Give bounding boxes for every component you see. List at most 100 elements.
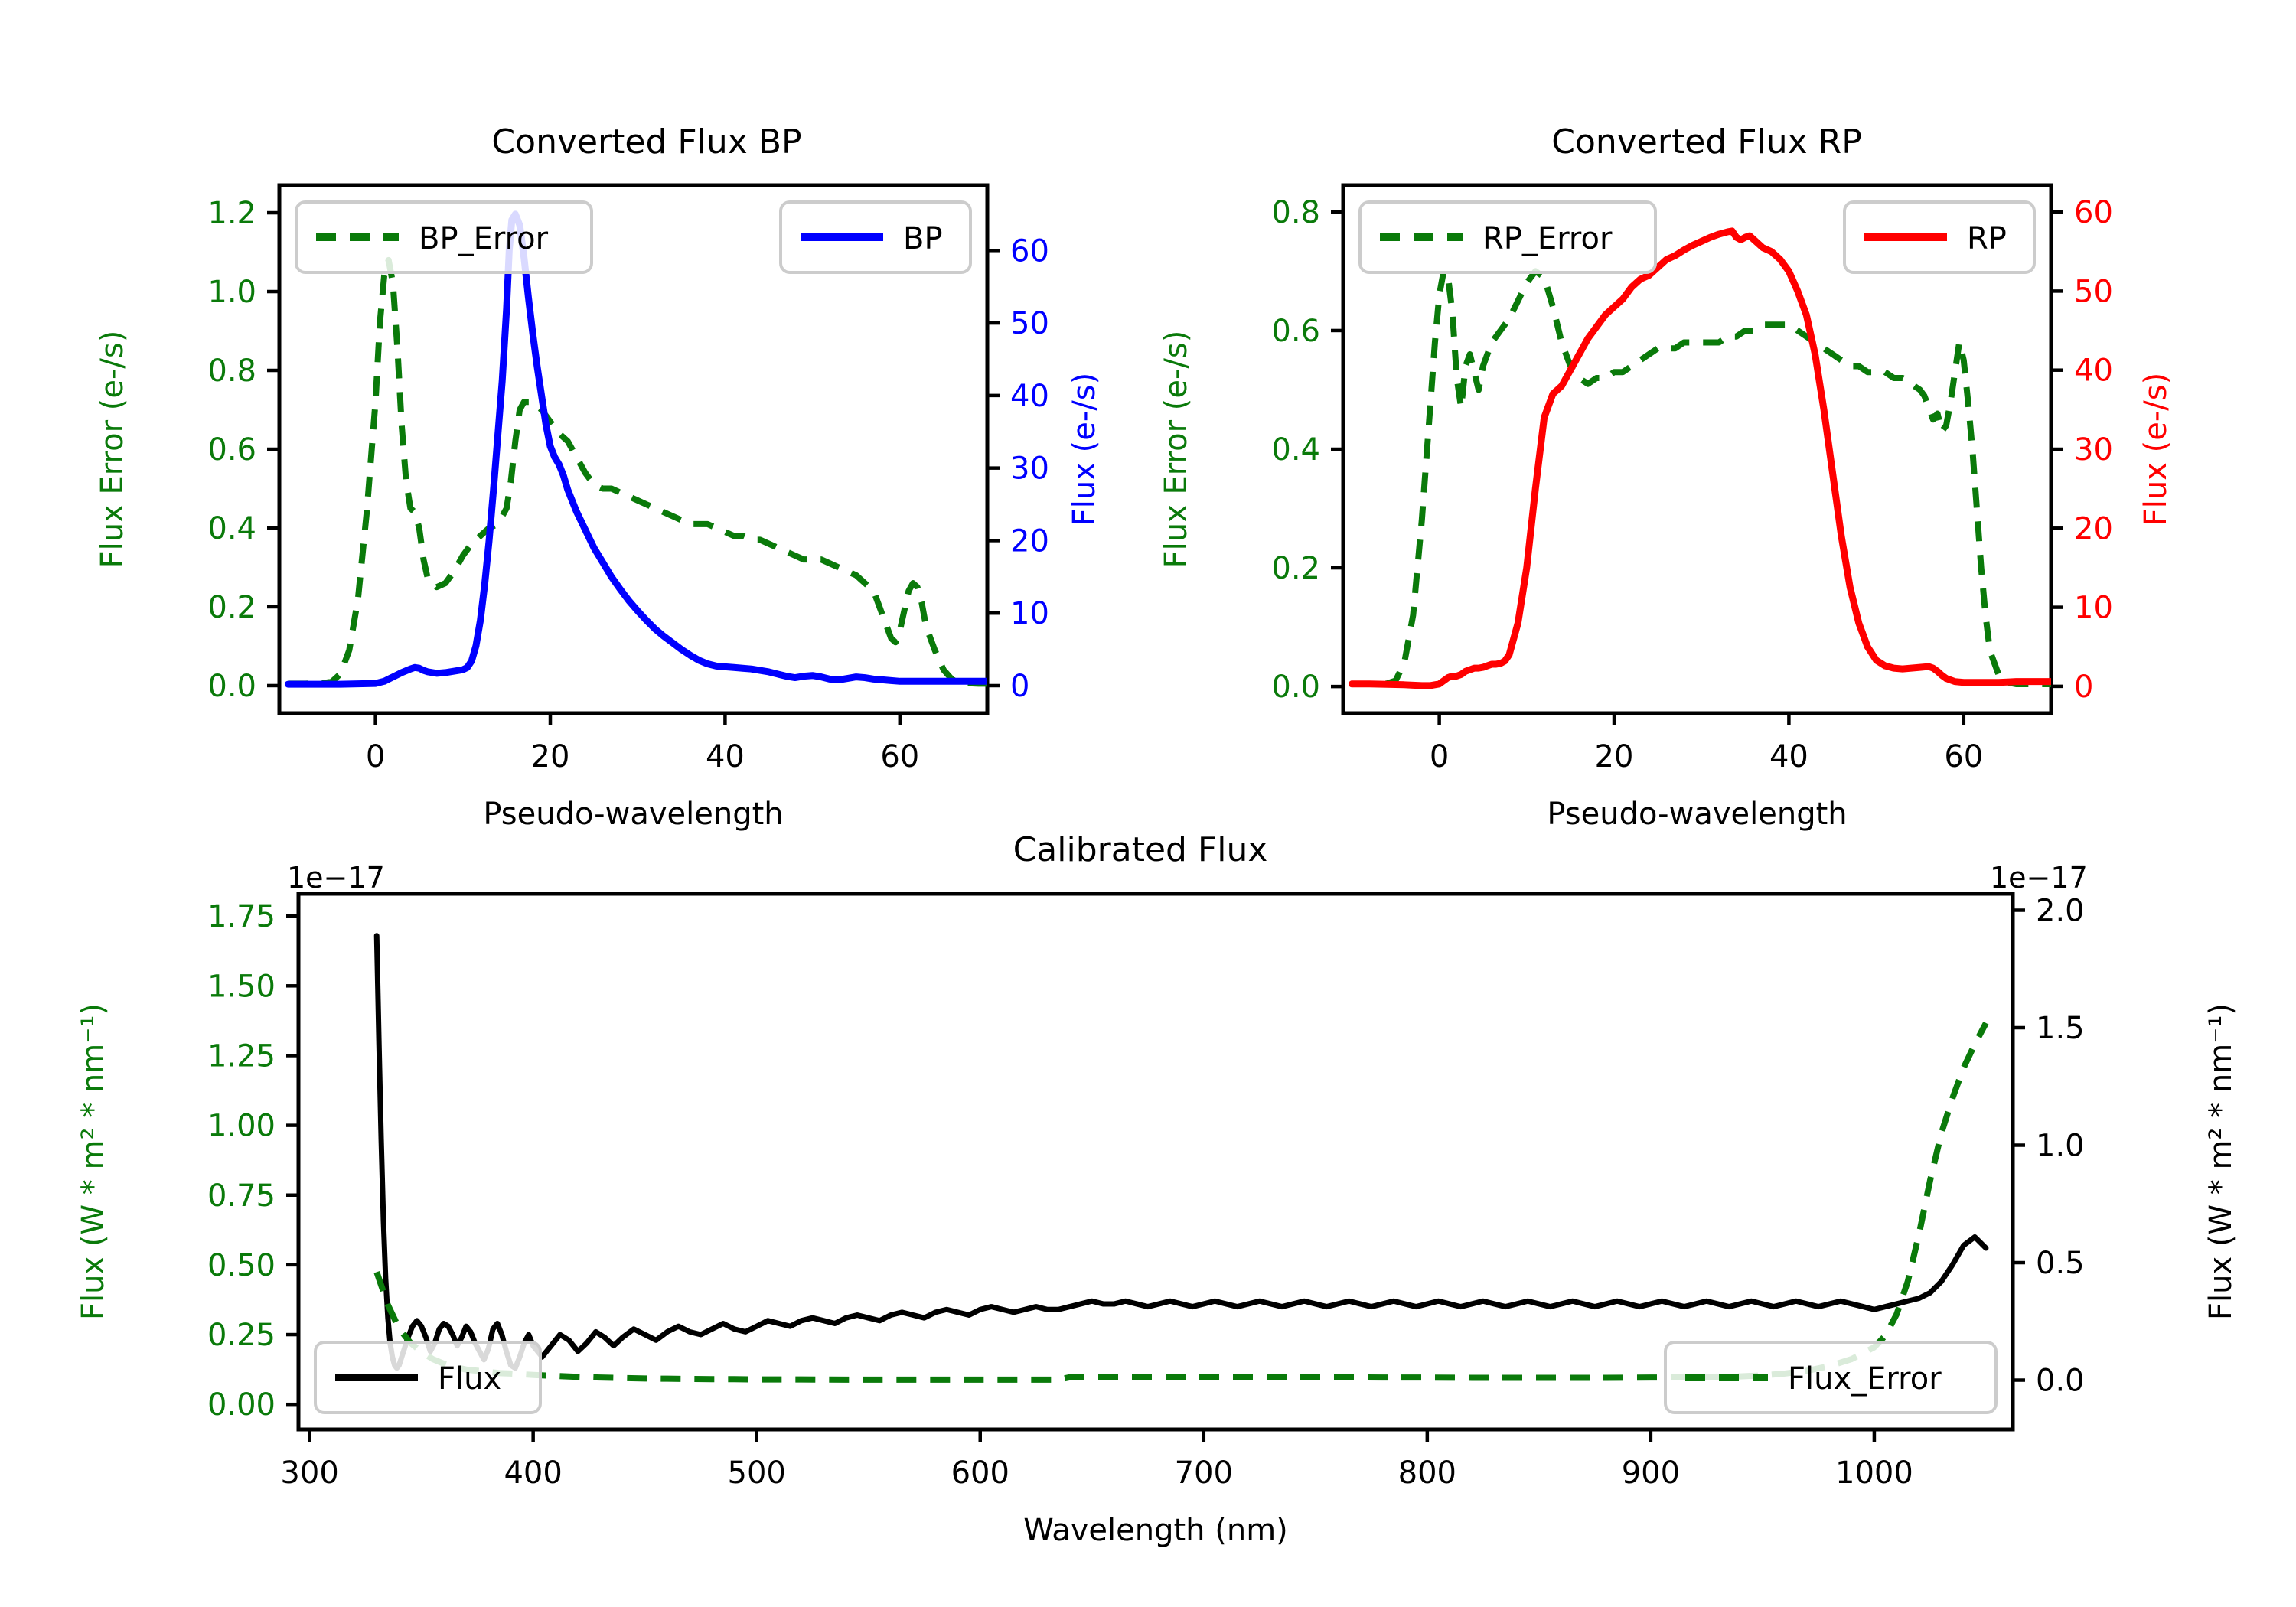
right-axis-offset-label: 1e−17 bbox=[1990, 861, 2088, 895]
x-tick-label: 800 bbox=[1398, 1455, 1456, 1491]
legend-label: Flux bbox=[438, 1361, 501, 1397]
y-left-tick-label: 1.75 bbox=[207, 899, 276, 934]
x-tick-label: 20 bbox=[531, 739, 570, 774]
x-tick-label: 300 bbox=[280, 1455, 338, 1491]
x-tick-label: 700 bbox=[1175, 1455, 1233, 1491]
y-right-tick-label: 0 bbox=[2074, 670, 2093, 705]
x-tick-label: 60 bbox=[1944, 739, 1983, 774]
y-left-tick-label: 0.6 bbox=[207, 432, 256, 468]
bp-plot-area: 0 20 40 60 Pseudo-wavelength 0.0 0.2 0.4 0.6 0.8 1… bbox=[95, 183, 1102, 832]
y-right-tick-label: 0 bbox=[1010, 669, 1029, 704]
x-tick-label: 40 bbox=[1769, 739, 1808, 774]
y-right-tick-label: 20 bbox=[2074, 511, 2113, 546]
legend-label: BP_Error bbox=[419, 221, 549, 256]
series-flux_error bbox=[373, 1021, 1989, 1383]
subplot-calibrated-flux: Calibrated Flux 1e−17 1e−17 300 400 500 600… bbox=[0, 811, 2296, 1607]
y-right-tick-label: 60 bbox=[2074, 195, 2113, 230]
y-left-tick-label: 0.2 bbox=[207, 590, 256, 625]
legend-rp_error[interactable]: RP_Error bbox=[1358, 200, 1657, 274]
series-rp bbox=[1348, 227, 2051, 689]
y-left-tick-label: 0.8 bbox=[1271, 195, 1320, 230]
legend-label: RP_Error bbox=[1482, 221, 1613, 256]
y-right-tick-label: 0.5 bbox=[2036, 1246, 2085, 1281]
y-right-tick-label: 40 bbox=[2074, 354, 2113, 389]
y-left-axis-label: Flux Error (e-/s) bbox=[95, 331, 130, 569]
x-axis-label: Wavelength (nm) bbox=[1023, 1513, 1288, 1548]
legend-flux[interactable]: Flux bbox=[314, 1341, 542, 1414]
y-left-tick-label: 1.0 bbox=[207, 275, 256, 310]
y-left-tick-label: 0.8 bbox=[207, 354, 256, 389]
legend-box bbox=[1358, 200, 1657, 274]
legend-label: RP bbox=[1967, 221, 2007, 256]
bp-chart-svg: Converted Flux BP 0 20 40 60 Pseudo-waveleng… bbox=[95, 122, 1102, 832]
y-right-tick-label: 30 bbox=[2074, 432, 2113, 468]
subplot-converted-flux-bp: Converted Flux BP 0 20 40 60 Pseudo-waveleng… bbox=[0, 0, 1148, 832]
legend-box bbox=[295, 200, 593, 274]
y-left-tick-label: 1.2 bbox=[207, 196, 256, 231]
y-left-tick-label: 0.75 bbox=[207, 1178, 276, 1214]
rp-title: Converted Flux RP bbox=[1551, 122, 1862, 161]
legend-rp[interactable]: RP bbox=[1843, 200, 2036, 274]
legend-box bbox=[314, 1341, 542, 1414]
y-left-tick-label: 0.0 bbox=[207, 669, 256, 704]
data-layer bbox=[284, 210, 987, 688]
y-right-tick-label: 0.0 bbox=[2036, 1364, 2085, 1399]
y-left-tick-label: 0.00 bbox=[207, 1387, 276, 1423]
y-right-tick-label: 10 bbox=[2074, 591, 2113, 626]
calibrated-title: Calibrated Flux bbox=[1013, 830, 1268, 869]
legend-box bbox=[1664, 1341, 1998, 1414]
axes-spine bbox=[296, 892, 2015, 1432]
y-right-tick-label: 1.0 bbox=[2036, 1129, 2085, 1164]
x-tick-label: 500 bbox=[728, 1455, 786, 1491]
y-right-tick-label: 2.0 bbox=[2036, 893, 2085, 928]
y-right-tick-label: 1.5 bbox=[2036, 1011, 2085, 1046]
bp-title: Converted Flux BP bbox=[491, 122, 801, 161]
x-tick-label: 1000 bbox=[1835, 1455, 1913, 1491]
series-flux bbox=[373, 933, 1989, 1371]
y-right-tick-label: 30 bbox=[1010, 451, 1049, 487]
data-layer bbox=[1348, 227, 2051, 689]
calibrated-chart-svg: Calibrated Flux 1e−17 1e−17 300 400 500 600… bbox=[76, 830, 2239, 1548]
y-left-tick-label: 0.4 bbox=[207, 511, 256, 546]
y-left-tick-label: 0.2 bbox=[1271, 551, 1320, 586]
x-tick-label: 900 bbox=[1622, 1455, 1680, 1491]
x-axis-label: Pseudo-wavelength bbox=[483, 797, 783, 832]
y-right-tick-label: 10 bbox=[1010, 596, 1049, 631]
y-right-tick-label: 40 bbox=[1010, 379, 1049, 414]
legend-label: Flux_Error bbox=[1788, 1361, 1942, 1397]
x-axis-label: Pseudo-wavelength bbox=[1547, 797, 1847, 832]
x-tick-label: 60 bbox=[880, 739, 919, 774]
legend-bp[interactable]: BP bbox=[779, 200, 972, 274]
y-left-tick-label: 0.50 bbox=[207, 1248, 276, 1283]
legend-bp_error[interactable]: BP_Error bbox=[295, 200, 593, 274]
data-layer bbox=[373, 933, 1989, 1383]
series-bp_error bbox=[288, 256, 987, 687]
legend-flux_error[interactable]: Flux_Error bbox=[1664, 1341, 1998, 1414]
y-left-axis-label: Flux (W * m² * nm⁻¹) bbox=[76, 1003, 111, 1320]
rp-plot-area: 0 20 40 60 Pseudo-wavelength 0.0 0.2 0.4 0.6 0.8 F… bbox=[1159, 183, 2174, 832]
x-tick-label: 600 bbox=[951, 1455, 1009, 1491]
y-right-axis-label: Flux (e-/s) bbox=[2138, 373, 2174, 526]
left-axis-offset-label: 1e−17 bbox=[287, 861, 385, 895]
y-left-tick-label: 0.25 bbox=[207, 1318, 276, 1353]
x-tick-label: 0 bbox=[366, 739, 385, 774]
y-left-axis-label: Flux Error (e-/s) bbox=[1159, 331, 1194, 569]
y-right-tick-label: 50 bbox=[1010, 306, 1049, 341]
y-right-axis-label: Flux (W * m² * nm⁻¹) bbox=[2203, 1003, 2239, 1320]
series-rp_error bbox=[1352, 268, 2051, 688]
x-tick-label: 0 bbox=[1430, 739, 1449, 774]
y-left-tick-label: 1.25 bbox=[207, 1038, 276, 1074]
y-right-tick-label: 20 bbox=[1010, 523, 1049, 559]
y-left-tick-label: 0.6 bbox=[1271, 314, 1320, 349]
y-left-tick-label: 0.0 bbox=[1271, 670, 1320, 705]
x-tick-label: 400 bbox=[504, 1455, 562, 1491]
x-tick-label: 20 bbox=[1595, 739, 1634, 774]
y-left-tick-label: 0.4 bbox=[1271, 432, 1320, 468]
y-right-axis-label: Flux (e-/s) bbox=[1067, 373, 1102, 526]
calibrated-plot-area: 300 400 500 600 700 800 900 1000 Wavelength (nm)… bbox=[76, 892, 2239, 1548]
series-bp bbox=[284, 210, 987, 688]
x-tick-label: 40 bbox=[706, 739, 745, 774]
y-left-tick-label: 1.50 bbox=[207, 969, 276, 1004]
rp-chart-svg: Converted Flux RP 0 20 40 60 Pseudo-waveleng… bbox=[1159, 122, 2174, 832]
